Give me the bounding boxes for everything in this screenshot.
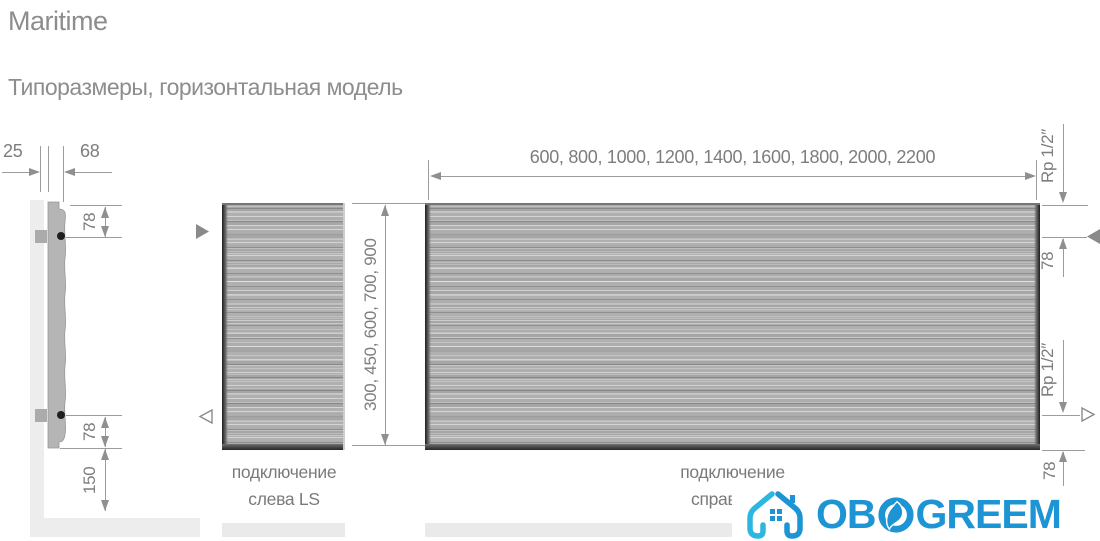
radiator-edge <box>425 203 1040 205</box>
caption-line: подключение <box>231 462 337 482</box>
arrowhead <box>381 434 389 445</box>
radiator-profile-shape <box>47 201 67 449</box>
obogreem-logo: OB GREEM <box>732 487 1100 541</box>
arrowhead <box>1059 402 1067 413</box>
caption-line: подключение <box>680 462 785 482</box>
connection-point-top <box>57 232 65 240</box>
logo-text: OB GREEM <box>816 490 1062 538</box>
radiator-edge <box>425 444 1040 450</box>
supply-arrow-icon <box>196 224 209 239</box>
wall-bracket-bottom <box>35 409 47 422</box>
dim-top-offset-main: 78 <box>1038 251 1057 271</box>
arrowhead <box>29 168 40 176</box>
dim-floor-clearance: 150 <box>80 466 99 494</box>
dim-heights: 300, 450, 600, 700, 900 <box>361 238 380 412</box>
arrowhead <box>101 500 109 511</box>
caption-line: слева LS <box>248 489 320 509</box>
thread-size-top: Rp 1/2″ <box>1038 129 1057 184</box>
arrowhead <box>101 449 109 460</box>
radiator-edge <box>425 203 431 450</box>
arrowhead <box>101 417 109 428</box>
radiator-front-large <box>425 203 1040 450</box>
supply-arrow-icon <box>1087 229 1100 244</box>
caption-left-connection: подключение слева LS <box>210 459 358 513</box>
dim-bottom-offset-side: 78 <box>80 422 99 442</box>
dim-bottom-offset-main: 78 <box>1040 461 1059 481</box>
arrowhead <box>1025 172 1036 180</box>
leaf-o-icon <box>877 497 914 533</box>
arrowhead <box>1059 451 1067 462</box>
dim-gap-to-wall: 25 <box>3 141 23 161</box>
arrowhead <box>64 168 75 176</box>
radiator-edge <box>1034 203 1040 450</box>
wall-bracket-top <box>35 230 47 243</box>
arrowhead <box>101 436 109 447</box>
page-subtitle: Типоразмеры, горизонтальная модель <box>8 74 403 100</box>
radiator-edge <box>222 203 345 205</box>
arrowhead <box>430 172 441 180</box>
radiator-edge <box>222 203 228 450</box>
dim-widths: 600, 800, 1000, 1200, 1400, 1600, 1800, … <box>529 147 936 167</box>
logo-text-prefix: OB <box>816 490 876 537</box>
dim-top-offset-side: 78 <box>80 212 99 232</box>
arrowhead <box>1059 238 1067 249</box>
floor-shadow <box>222 523 345 537</box>
floor-section <box>30 518 200 537</box>
arrowhead <box>101 207 109 218</box>
radiator-edge <box>222 444 345 450</box>
return-arrow-icon <box>1081 407 1096 422</box>
radiator-edge <box>343 203 345 450</box>
arrowhead <box>381 205 389 216</box>
return-arrow-icon <box>198 409 213 424</box>
radiator-front-small <box>222 203 345 450</box>
page-title: Maritime <box>8 6 108 36</box>
logo-text-suffix: GREEM <box>915 490 1062 537</box>
arrowhead <box>1059 192 1067 203</box>
connection-point-bottom <box>57 411 65 419</box>
arrowhead <box>101 226 109 237</box>
thread-size-bottom: Rp 1/2″ <box>1038 343 1057 398</box>
wall-section <box>30 200 44 522</box>
dim-depth: 68 <box>80 141 100 161</box>
house-logo-icon <box>747 491 803 539</box>
